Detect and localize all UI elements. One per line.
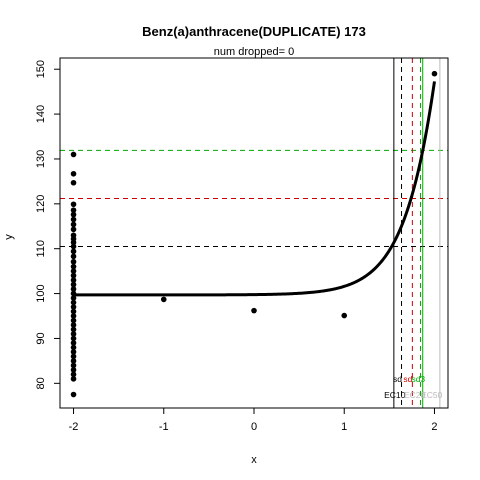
x-axis-label: x <box>251 454 257 466</box>
curve-line <box>73 81 436 297</box>
data-point <box>70 344 77 351</box>
data-point <box>70 201 77 208</box>
data-point <box>70 226 77 233</box>
data-point <box>70 243 77 250</box>
data-point <box>70 258 77 265</box>
data-point <box>70 331 77 337</box>
y-tick-label: 150 <box>35 60 47 78</box>
data-point <box>70 349 77 355</box>
data-point <box>70 313 77 319</box>
three-label: 3 <box>420 374 425 384</box>
sd-label: sd <box>411 374 420 384</box>
data-point <box>70 299 77 306</box>
fitted-curve <box>73 81 436 297</box>
data-point <box>70 358 77 364</box>
data-point <box>70 295 77 301</box>
data-point <box>70 371 77 378</box>
data-point <box>70 263 77 270</box>
y-tick-label: 90 <box>35 332 47 344</box>
data-point <box>70 170 77 177</box>
data-point <box>70 248 77 255</box>
x-tick-label: -2 <box>69 421 79 433</box>
ec-label: EC10 <box>384 390 406 400</box>
sd-label: sd <box>403 374 412 384</box>
data-point <box>70 253 77 260</box>
data-point <box>70 353 77 360</box>
ec-label: EC50 <box>421 390 443 400</box>
data-point <box>70 340 77 346</box>
plot-frame <box>59 57 449 409</box>
y-axis-label: y <box>3 234 15 240</box>
data-point <box>70 216 77 223</box>
y-tick-label: 130 <box>35 150 47 168</box>
data-point <box>70 326 77 333</box>
data-point <box>70 367 77 373</box>
data-point <box>70 362 77 369</box>
data-point <box>70 281 77 288</box>
data-point <box>70 277 77 283</box>
data-point <box>251 307 257 314</box>
data-point <box>70 207 77 213</box>
data-point <box>70 239 77 246</box>
x-tick-label: -1 <box>159 421 169 433</box>
y-tick-label: 140 <box>35 105 47 123</box>
data-point <box>70 272 77 279</box>
data-point <box>70 376 77 382</box>
data-point <box>70 286 77 292</box>
data-point <box>70 151 77 158</box>
data-point <box>431 70 438 77</box>
data-point <box>70 268 77 274</box>
data-point <box>70 221 77 228</box>
sd-label: sd <box>393 374 402 384</box>
data-point <box>70 317 77 324</box>
y-tick-label: 120 <box>35 195 47 213</box>
data-points <box>70 70 438 398</box>
data-point <box>70 290 77 297</box>
data-point <box>70 304 77 310</box>
data-point <box>160 296 167 303</box>
chart-title: Benz(a)anthracene(DUPLICATE) 173 <box>142 24 366 39</box>
data-point <box>70 322 77 328</box>
reference-lines <box>60 58 448 408</box>
data-point <box>341 312 348 319</box>
ec-label: EC20 <box>404 390 426 400</box>
data-point <box>70 391 77 398</box>
x-tick-label: 1 <box>341 421 347 433</box>
data-point <box>70 179 77 186</box>
y-tick-label: 80 <box>35 377 47 389</box>
x-tick-label: 0 <box>251 421 257 433</box>
chart-subtitle: num dropped= 0 <box>214 46 294 58</box>
x-tick-label: 2 <box>431 421 437 433</box>
y-tick-label: 110 <box>35 240 47 258</box>
data-point <box>70 308 77 315</box>
data-point <box>70 335 77 342</box>
data-point <box>70 211 77 218</box>
y-tick-label: 100 <box>35 284 47 302</box>
